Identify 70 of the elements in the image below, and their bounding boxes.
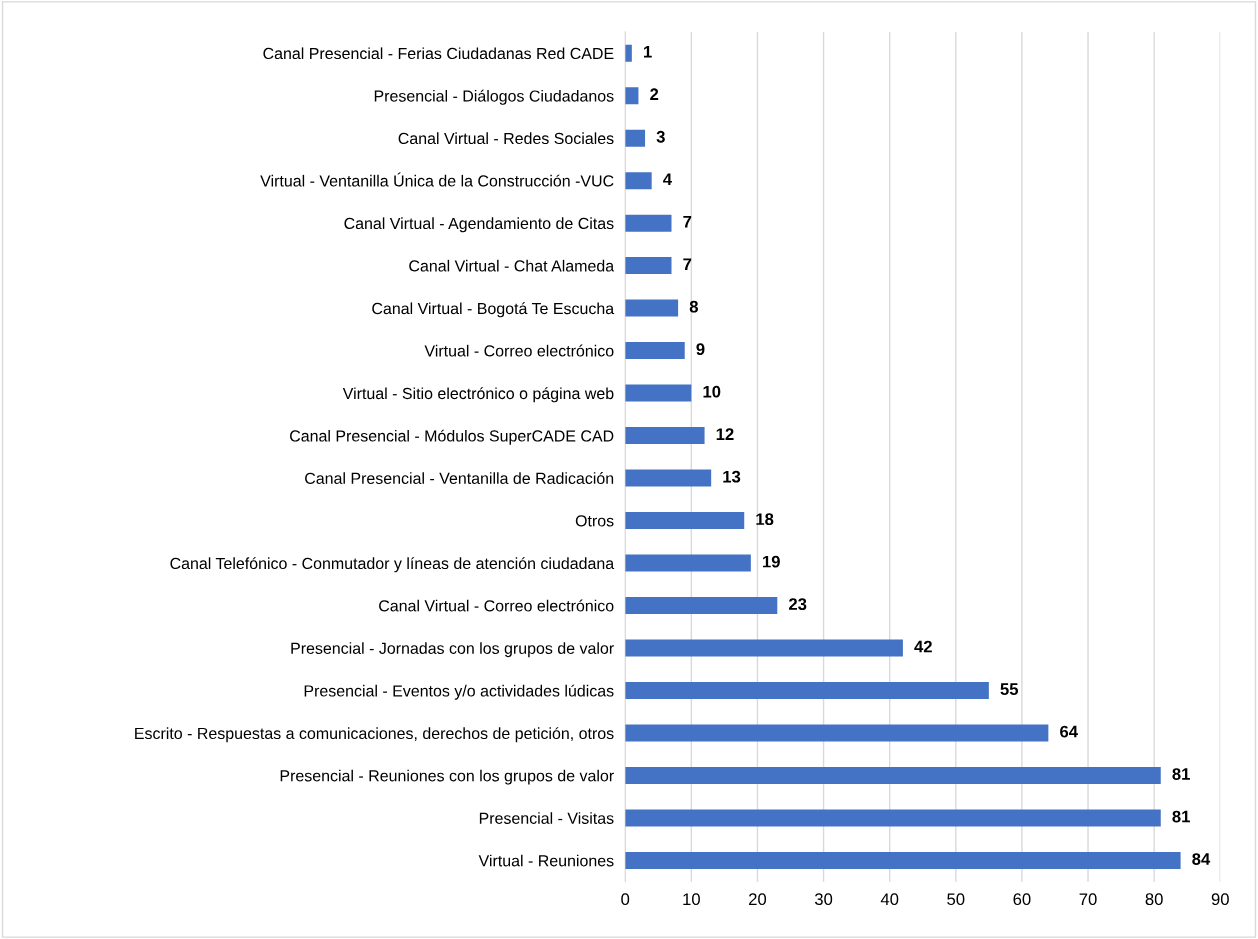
x-tick-label: 40 [880, 893, 899, 906]
data-label: 7 [683, 258, 692, 270]
x-tick-label: 10 [683, 893, 700, 906]
data-label: 4 [663, 173, 672, 185]
bar [625, 554, 751, 572]
bar [625, 44, 632, 62]
data-label: 81 [1172, 810, 1190, 823]
y-tick-label: Presencial - Diálogos Ciudadanos [374, 89, 614, 105]
x-tick-label: 80 [1145, 893, 1163, 906]
y-tick-label: Virtual - Correo electrónico [424, 344, 614, 357]
bar [625, 469, 712, 487]
x-tick-label: 50 [947, 893, 965, 906]
bar [625, 172, 652, 190]
y-tick-label: Canal Presencial - Ventanilla de Radicación [305, 472, 614, 485]
data-label: 84 [1192, 853, 1211, 865]
bar [625, 724, 1049, 742]
x-tick-label: 30 [814, 893, 833, 906]
bar [625, 129, 646, 147]
data-label: 42 [914, 640, 932, 653]
x-tick-label: 60 [1013, 893, 1031, 906]
y-tick-label: Presencial - Eventos y/o actividades lúdicas [304, 684, 614, 700]
y-tick-label: Canal Virtual - Redes Sociales [398, 132, 614, 145]
data-label: 55 [1000, 683, 1019, 695]
y-tick-label: Escrito - Respuestas a comunicaciones, derechos de petición, otros [135, 727, 614, 743]
y-tick-label: Canal Presencial - Ferias Ciudadanas Red CADE [263, 47, 614, 60]
bar [625, 851, 1181, 869]
y-tick-label: Virtual - Ventanilla Única de la Construcción -VUC [260, 172, 614, 187]
data-label: 2 [650, 88, 659, 100]
data-label: 18 [756, 513, 774, 526]
data-label: 12 [716, 428, 734, 440]
x-tick-label: 90 [1211, 893, 1229, 906]
data-label: 23 [788, 598, 807, 611]
data-label: 9 [696, 343, 705, 356]
data-label: 8 [689, 300, 698, 313]
bar [625, 214, 672, 232]
y-tick-label: Canal Virtual - Correo electrónico [379, 599, 614, 612]
y-tick-label: Canal Presencial - Módulos SuperCADE CAD [290, 429, 614, 445]
x-tick-label: 0 [621, 893, 630, 906]
data-label: 1 [644, 46, 652, 58]
y-tick-label: Canal Virtual - Chat Alameda [409, 259, 615, 272]
data-label: 10 [703, 385, 721, 398]
y-tick-label: Virtual - Reuniones [478, 854, 614, 867]
x-tick-label: 70 [1079, 893, 1097, 906]
bar [625, 682, 989, 700]
y-tick-label: Presencial - Jornadas con los grupos de valor [291, 642, 614, 658]
data-label: 13 [723, 470, 741, 483]
bar [625, 342, 685, 360]
bar [625, 597, 778, 615]
y-tick-label: Canal Telefónico - Conmutador y líneas de atención ciudadana [170, 557, 615, 573]
bar [625, 809, 1161, 827]
bar [625, 87, 639, 105]
y-tick-label: Canal Virtual - Bogotá Te Escucha [372, 302, 615, 318]
bar [625, 257, 672, 275]
data-label: 81 [1172, 768, 1190, 780]
y-tick-label: Presencial - Reuniones con los grupos de valor [280, 769, 614, 785]
bar [625, 384, 692, 402]
y-tick-label: Canal Virtual - Agendamiento de Citas [344, 217, 614, 233]
bar [625, 427, 705, 445]
data-label: 64 [1060, 725, 1078, 738]
y-tick-label: Presencial - Visitas [479, 812, 614, 824]
data-label: 19 [763, 555, 780, 568]
data-label: 3 [656, 130, 665, 143]
bar [625, 299, 679, 317]
bar [625, 639, 903, 657]
bar [625, 767, 1161, 784]
bar [625, 512, 745, 530]
y-tick-label: Virtual - Sitio electrónico o página web [342, 387, 614, 403]
data-label: 7 [683, 215, 692, 228]
x-tick-label: 20 [749, 893, 767, 906]
y-tick-label: Otros [575, 515, 614, 527]
